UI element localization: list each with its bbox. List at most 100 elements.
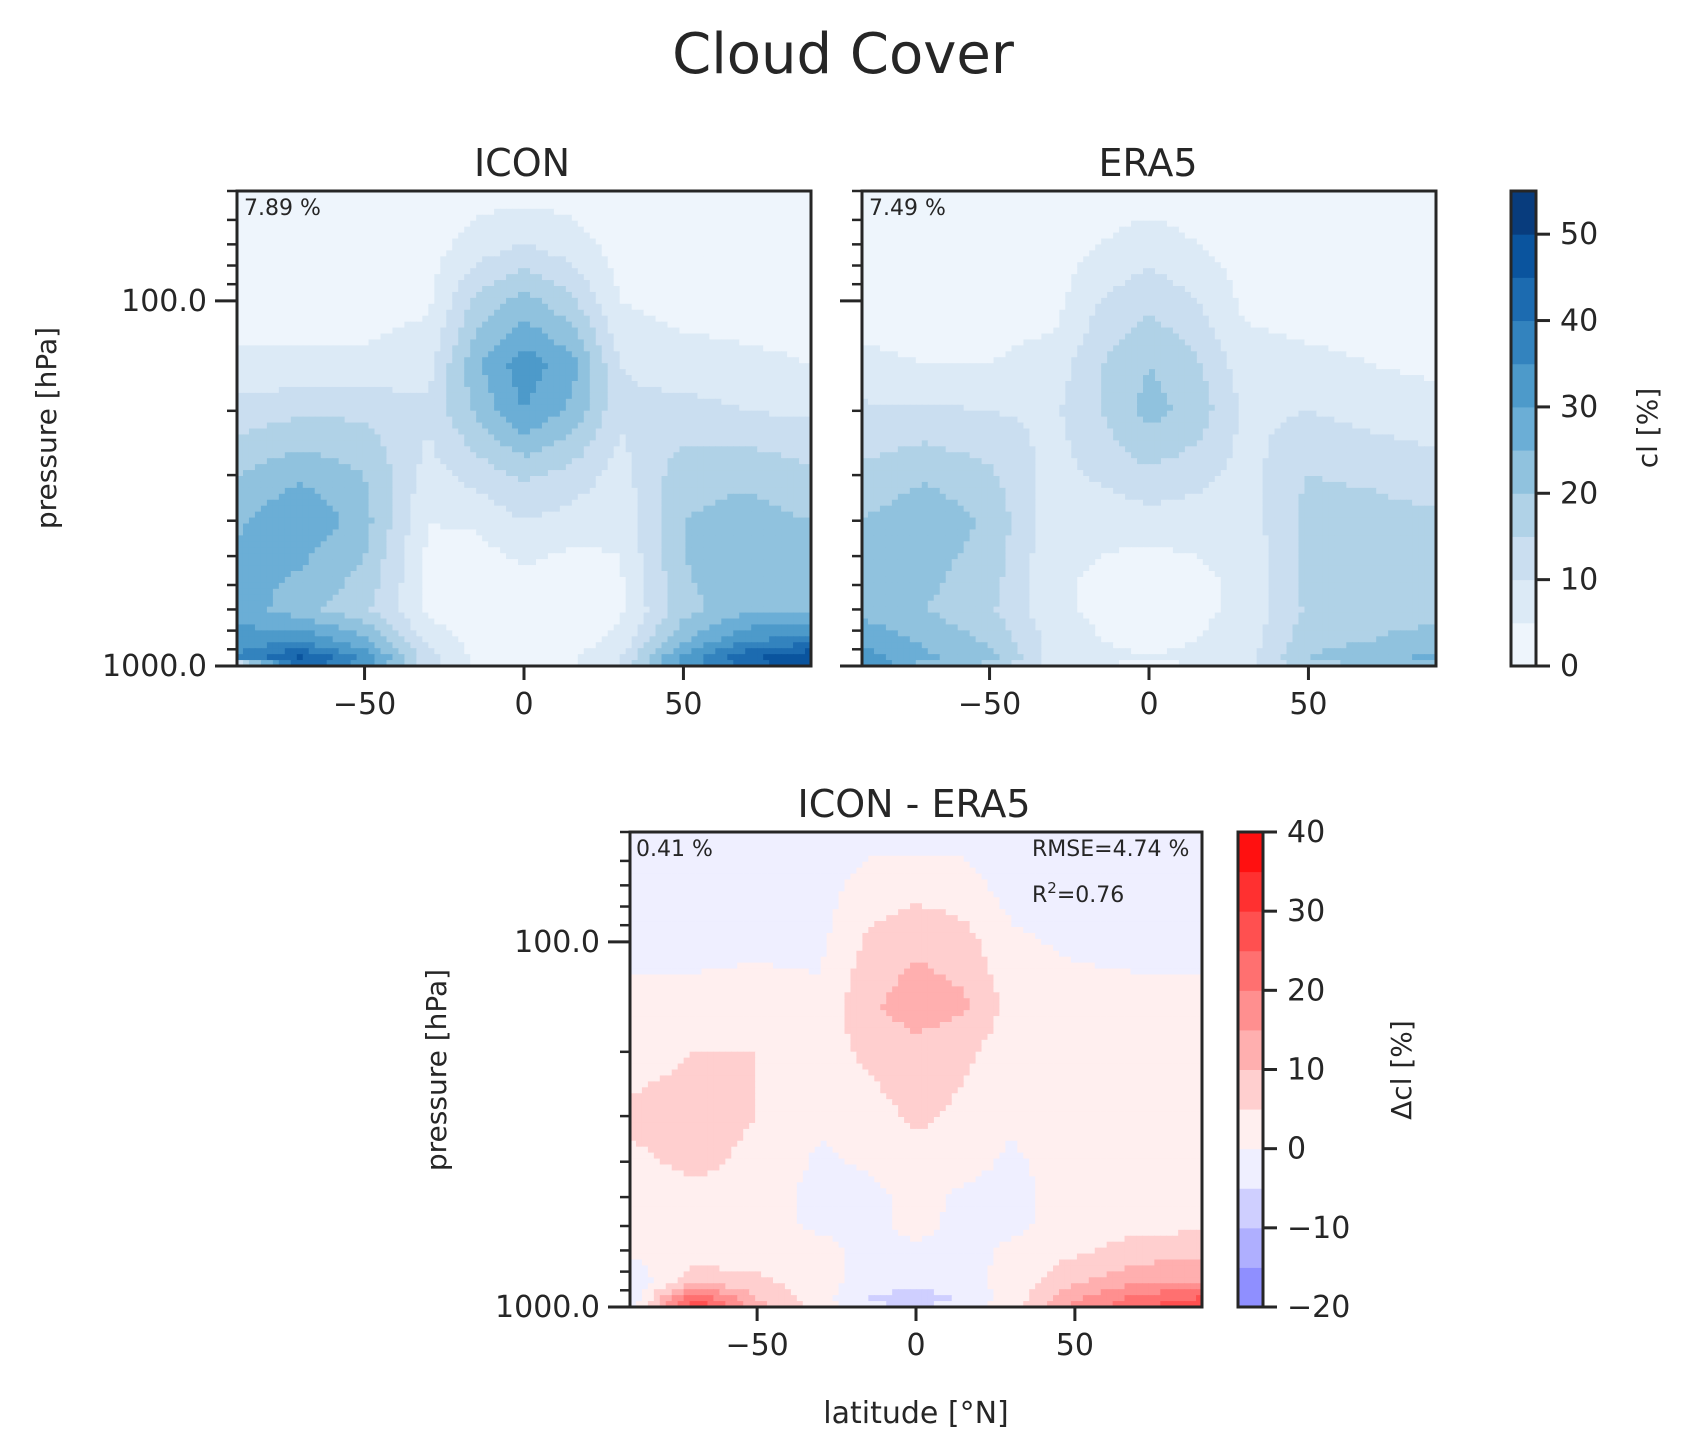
contour-cell — [631, 297, 639, 305]
contour-cell — [524, 220, 531, 228]
contour-cell — [655, 196, 663, 204]
contour-cell — [452, 208, 459, 216]
contour-cell — [284, 244, 292, 251]
contour-cell — [655, 321, 663, 329]
contour-cell — [314, 303, 322, 311]
contour-cell — [769, 440, 776, 447]
contour-cell — [237, 226, 244, 234]
contour-cell — [775, 487, 782, 495]
contour-cell — [715, 357, 722, 364]
contour-cell — [254, 214, 262, 222]
contour-cell — [535, 363, 543, 370]
contour-cell — [404, 476, 411, 483]
contour-cell — [733, 410, 740, 418]
contour-cell — [613, 202, 621, 210]
contour-cell — [763, 202, 770, 210]
contour-cell — [793, 458, 800, 465]
contour-cell — [763, 274, 770, 281]
contour-cell — [637, 280, 645, 287]
contour-cell — [625, 440, 633, 447]
contour-cell — [452, 345, 459, 352]
contour-cell — [589, 191, 597, 198]
contour-cell — [266, 268, 274, 275]
contour-cell — [667, 202, 675, 210]
contour-cell — [589, 196, 597, 204]
contour-cell — [553, 238, 561, 246]
contour-cell — [470, 363, 477, 370]
contour-cell — [535, 220, 543, 228]
contour-cell — [464, 440, 471, 447]
contour-cell — [625, 357, 633, 364]
contour-cell — [583, 487, 591, 495]
contour-cell — [787, 381, 794, 388]
contour-cell — [254, 202, 262, 210]
contour-cell — [613, 291, 621, 299]
contour-cell — [332, 452, 340, 459]
contour-cell — [254, 220, 262, 228]
contour-cell — [691, 303, 698, 311]
contour-cell — [422, 345, 429, 352]
contour-cell — [242, 357, 250, 364]
contour-cell — [470, 452, 477, 459]
contour-cell — [535, 309, 543, 317]
contour-cell — [571, 363, 579, 370]
contour-cell — [458, 268, 465, 275]
contour-cell — [434, 357, 441, 364]
contour-cell — [464, 487, 471, 495]
contour-cell — [559, 274, 567, 281]
contour-cell — [691, 458, 698, 465]
contour-cell — [314, 274, 322, 281]
contour-cell — [649, 381, 657, 388]
contour-cell — [601, 351, 609, 358]
contour-cell — [350, 244, 358, 251]
contour-cell — [338, 386, 346, 394]
contour-cell — [242, 321, 250, 329]
contour-cell — [793, 386, 800, 394]
contour-cell — [422, 470, 429, 477]
contour-cell — [661, 274, 669, 281]
contour-cell — [302, 232, 310, 240]
contour-cell — [428, 220, 435, 228]
contour-cell — [440, 202, 447, 210]
contour-cell — [440, 274, 447, 281]
contour-cell — [529, 481, 537, 489]
contour-cell — [547, 440, 555, 447]
contour-cell — [751, 481, 758, 489]
contour-cell — [428, 315, 435, 323]
contour-cell — [488, 416, 495, 424]
contour-cell — [763, 333, 770, 341]
contour-cell — [805, 476, 812, 483]
contour-cell — [535, 339, 543, 346]
contour-cell — [506, 262, 513, 269]
contour-cell — [254, 428, 262, 436]
contour-cell — [422, 464, 429, 471]
contour-cell — [284, 464, 292, 471]
contour-cell — [577, 464, 585, 471]
contour-cell — [446, 309, 453, 317]
contour-cell — [266, 303, 274, 311]
contour-cell — [470, 286, 477, 293]
contour-cell — [559, 446, 567, 453]
contour-cell — [296, 226, 304, 234]
contour-cell — [799, 214, 806, 222]
contour-cell — [260, 202, 268, 210]
contour-cell — [404, 309, 411, 317]
contour-cell — [464, 481, 471, 489]
contour-cell — [571, 226, 579, 234]
contour-cell — [799, 309, 806, 317]
contour-cell — [649, 416, 657, 424]
contour-cell — [392, 226, 400, 234]
contour-cell — [356, 416, 364, 424]
contour-cell — [745, 434, 752, 441]
contour-cell — [350, 286, 358, 293]
contour-cell — [679, 250, 687, 257]
contour-cell — [799, 440, 806, 447]
contour-cell — [344, 315, 352, 323]
contour-cell — [535, 381, 543, 388]
contour-cell — [649, 464, 657, 471]
contour-cell — [703, 381, 710, 388]
contour-cell — [673, 476, 681, 483]
contour-cell — [757, 274, 764, 281]
contour-cell — [506, 434, 513, 441]
contour-cell — [356, 345, 364, 352]
